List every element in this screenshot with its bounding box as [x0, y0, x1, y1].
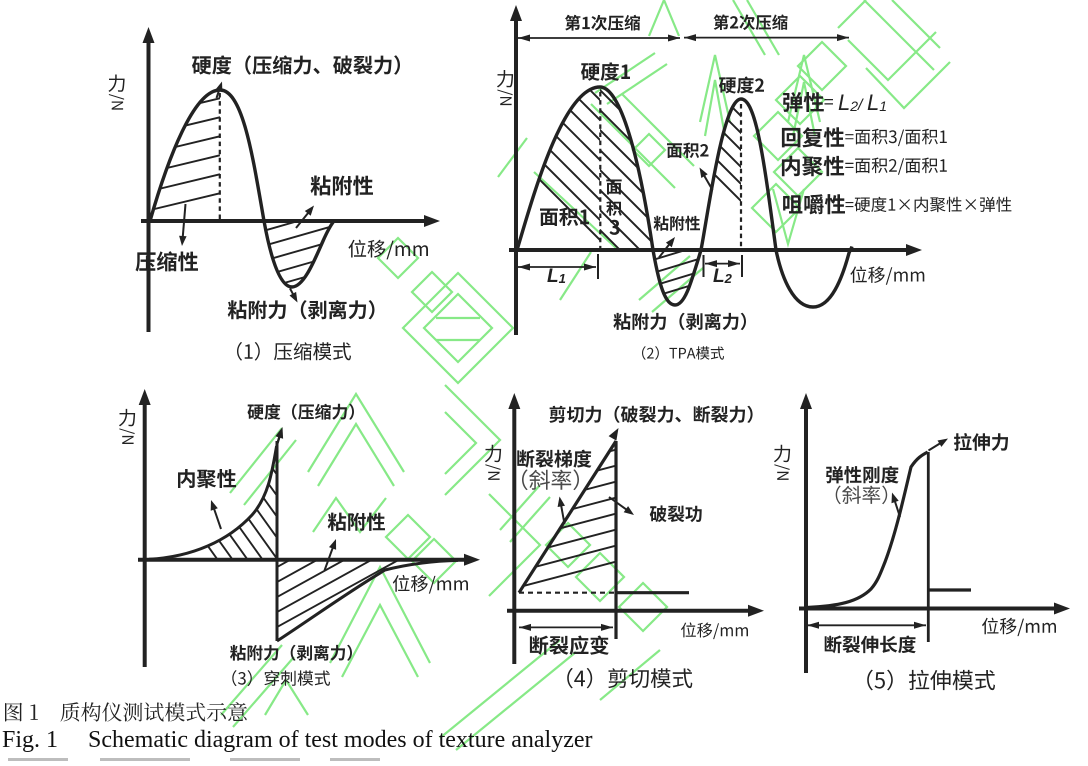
svg-text:L1: L1 — [547, 266, 566, 287]
svg-text:Fig. 1 Schematic diagram o: Fig. 1 Schematic diagram of test modes o… — [2, 727, 592, 753]
svg-text:L2: L2 — [713, 266, 733, 287]
